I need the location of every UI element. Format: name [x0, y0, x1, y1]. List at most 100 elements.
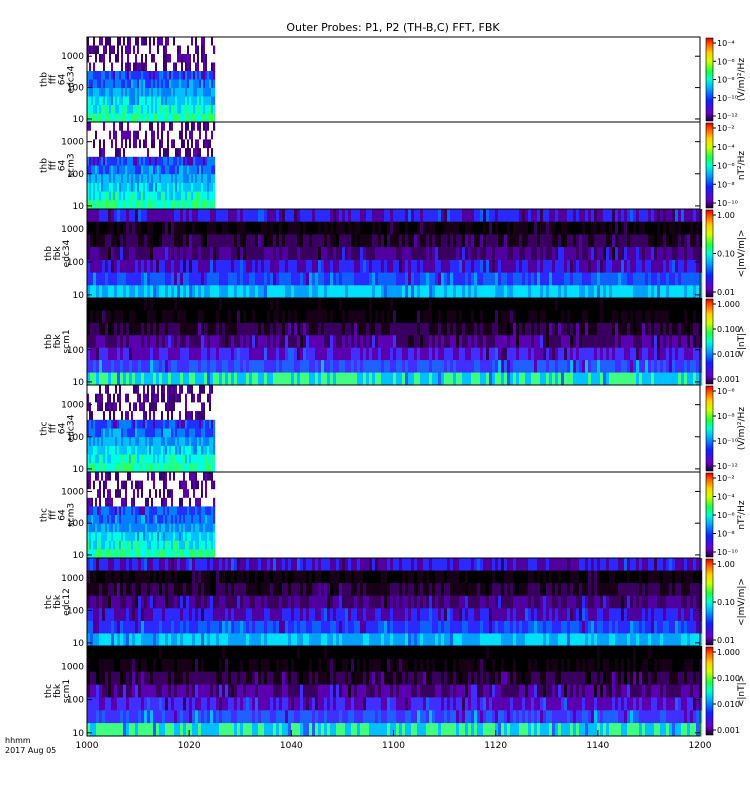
y-axis-label-line: fbk	[53, 334, 63, 349]
colorbar-tick-label: 10⁻²	[717, 474, 735, 483]
y-axis-label-line: fbk	[53, 246, 63, 261]
y-tick-label: 10	[73, 465, 85, 475]
x-tick-label: 1120	[484, 741, 507, 751]
spectrogram-1	[87, 37, 216, 123]
y-tick-label: 1000	[61, 225, 84, 235]
y-axis-label-line: fff	[49, 160, 59, 170]
y-tick-label: 100	[67, 433, 84, 443]
y-axis-label-line: 64	[58, 423, 68, 435]
y-tick-label: 10	[73, 291, 85, 301]
spectrogram-5	[87, 385, 216, 473]
panel-1: 1000 100 10 thb fff 64 edc34 10⁻⁴ 10⁻⁶ 10⁻⁸ 10⁻¹⁰ 1…	[40, 36, 747, 125]
y-tick-label: 1000	[61, 574, 84, 584]
y-axis-label-line: edc34	[67, 65, 77, 93]
y-axis-label-line: thb	[40, 72, 50, 87]
y-tick-label: 10	[73, 202, 85, 212]
spectrogram-8	[87, 646, 703, 737]
colorbar-label-7: <|mV/m|>	[737, 578, 747, 626]
spectrogram-3	[87, 209, 703, 299]
colorbar-tick-label: 10⁻¹⁰	[717, 94, 738, 103]
y-tick-label: 100	[67, 84, 84, 94]
y-tick-label: 1000	[61, 138, 84, 148]
y-axis-label-2: thb fff 64 scm3	[40, 153, 77, 177]
colorbar-label-5: (V/m)²/Hz	[737, 407, 747, 450]
colorbar-tick-label: 0.10	[717, 250, 735, 259]
colorbar-tick-label: 10⁻⁸	[717, 180, 735, 189]
y-axis-label-4: thb fbk scm1	[44, 329, 72, 353]
y-axis-label-line: thc	[40, 421, 50, 435]
y-tick-label: 100	[67, 258, 84, 268]
colorbar-tick-label: 0.001	[717, 726, 740, 735]
spectrogram-2	[87, 122, 216, 210]
colorbar-tick-label: 0.010	[717, 350, 740, 359]
x-tick-label: 1020	[178, 741, 201, 751]
colorbar-tick-label: 10⁻¹²	[717, 462, 738, 471]
y-tick-label: 10	[73, 551, 85, 561]
y-axis-label-line: fff	[49, 509, 59, 519]
panel-7: 1000 100 10 thc fbk edc12 1.00 0.10 0.01 <|mV/m|>	[44, 557, 747, 649]
y-tick-label: 10	[73, 378, 85, 388]
colorbar-tick-label: 0.100	[717, 325, 740, 334]
colorbar-tick-label: 10⁻⁴	[717, 493, 735, 502]
y-axis-label-7: thc fbk edc12	[44, 588, 72, 616]
y-axis-label-1: thb fff 64 edc34	[40, 65, 77, 93]
y-tick-label: 10	[73, 639, 85, 649]
spectrogram-4	[87, 298, 703, 386]
y-tick-label: 100	[67, 519, 84, 529]
y-axis-label-line: edc34	[67, 414, 77, 442]
y-tick-label: 100	[67, 170, 84, 180]
y-axis-label-8: thc fbk scm1	[44, 679, 72, 703]
colorbar-6	[705, 472, 714, 558]
colorbar-tick-label: 0.001	[717, 375, 740, 384]
panel-5: 1000 100 10 thc fff 64 edc34 10⁻⁶ 10⁻⁸ 10⁻¹⁰ 10⁻¹²…	[40, 384, 747, 475]
y-axis-label-5: thc fff 64 edc34	[40, 414, 77, 442]
colorbar-tick-label: 10⁻²	[717, 124, 735, 133]
y-axis-label-line: 64	[58, 509, 68, 521]
y-axis-label-line: fff	[49, 423, 59, 433]
colorbar-3	[705, 209, 714, 298]
colorbar-tick-label: 10⁻⁸	[717, 412, 735, 421]
x-axis: 1000 1020 1040 1100 1120 1140 1200	[76, 730, 712, 751]
colorbar-tick-label: 10⁻⁸	[717, 76, 735, 85]
y-axis-label-line: fbk	[53, 594, 63, 609]
panel-8: 1000 100 10 thc fbk scm1 1.000 0.100 0.010 0.001 <…	[44, 645, 747, 739]
x-tick-label: 1200	[689, 741, 712, 751]
colorbar-5	[705, 385, 714, 472]
colorbar-label-2: nT²/Hz	[737, 151, 747, 181]
colorbar-tick-label: 10⁻¹⁰	[717, 199, 738, 208]
y-axis-label-6: thc fff 64 scm3	[40, 503, 77, 527]
colorbar-tick-label: 0.010	[717, 700, 740, 709]
colorbar-tick-label: 1.000	[717, 300, 740, 309]
y-axis-label-line: scm3	[67, 503, 77, 527]
y-tick-label: 10	[73, 729, 85, 739]
x-tick-label: 1140	[586, 741, 609, 751]
colorbar-tick-label: 10⁻⁴	[717, 143, 735, 152]
colorbar-tick-label: 10⁻¹⁰	[717, 548, 738, 557]
y-axis-label-line: edc34	[62, 239, 72, 267]
y-axis-label-line: scm1	[62, 329, 72, 353]
colorbar-label-4: <|nT|>	[737, 325, 747, 357]
y-tick-label: 1000	[61, 401, 84, 411]
colorbar-tick-label: 10⁻¹²	[717, 112, 738, 121]
spectrogram-7	[87, 558, 703, 647]
panel-4: 100 10 thb fbk scm1 1.000 0.100 0.010 0.001 <|nT|…	[44, 297, 747, 388]
spectrogram-6	[87, 472, 216, 559]
colorbar-tick-label: 10⁻¹⁰	[717, 437, 738, 446]
colorbar-7	[705, 558, 714, 646]
y-axis-label-line: thb	[40, 158, 50, 173]
colorbar-label-1: (V/m)²/Hz	[737, 58, 747, 101]
y-tick-label: 100	[67, 696, 84, 706]
colorbar-tick-label: 1.000	[717, 648, 740, 657]
colorbar-tick-label: 10⁻⁴	[717, 39, 735, 48]
y-tick-label: 1000	[61, 487, 84, 497]
y-axis-label-line: scm1	[62, 679, 72, 703]
colorbar-8	[705, 646, 714, 736]
colorbar-label-3: <|mV/m|>	[737, 230, 747, 278]
y-tick-label: 1000	[61, 662, 84, 672]
colorbar-tick-label: 0.01	[717, 288, 735, 297]
x-tick-label: 1040	[280, 741, 303, 751]
colorbar-tick-label: 0.01	[717, 636, 735, 645]
y-tick-label: 10	[73, 115, 85, 125]
